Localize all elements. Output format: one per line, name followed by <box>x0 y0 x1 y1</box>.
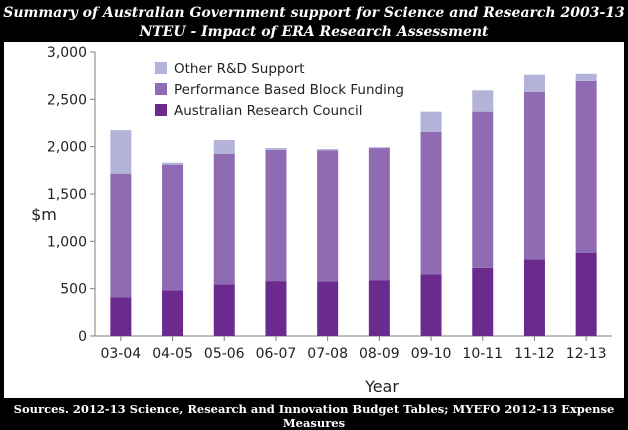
bar-segment <box>523 91 545 260</box>
x-tick-label: 06-07 <box>256 346 297 362</box>
x-tick-label: 04-05 <box>152 346 193 362</box>
bar-segment <box>317 150 339 282</box>
x-tick-label: 09-10 <box>411 346 452 362</box>
chart-title: Summary of Australian Government support… <box>3 5 625 21</box>
stacked-bar-chart: 0 500 1,000 1,500 2,000 2,500 3,000 03-04 04-05 0… <box>31 45 612 396</box>
bar-segment <box>265 149 287 282</box>
y-tick-label: 2,000 <box>47 140 87 156</box>
source-note: Sources. 2012-13 Science, Research and I… <box>13 402 615 430</box>
bar-segment <box>317 281 339 336</box>
x-tick-label: 12-13 <box>566 346 607 362</box>
legend-label: Performance Based Block Funding <box>174 82 404 98</box>
bar-segment <box>368 280 390 336</box>
y-tick-label: 500 <box>60 282 87 298</box>
legend-swatch <box>155 62 167 74</box>
y-tick-label: 2,500 <box>47 92 87 108</box>
bar-segment <box>110 130 132 174</box>
legend-label: Australian Research Council <box>174 103 363 119</box>
x-tick-label: 08-09 <box>359 346 400 362</box>
bar-segment <box>575 252 597 336</box>
bar-segment <box>368 148 390 281</box>
chart-subtitle: NTEU - Impact of ERA Research Assessment <box>139 24 489 40</box>
bar-segment <box>265 148 287 150</box>
x-tick-label: 05-06 <box>204 346 245 362</box>
x-tick-label: 07-08 <box>307 346 348 362</box>
x-tick-label: 11-12 <box>514 346 555 362</box>
y-tick-label: 0 <box>78 329 87 345</box>
bar-segment <box>420 111 442 132</box>
bar-segment <box>213 140 235 154</box>
bar-segment <box>472 267 494 336</box>
bar-segment <box>110 297 132 336</box>
bar-segment <box>420 274 442 336</box>
y-tick-label: 3,000 <box>47 45 87 61</box>
x-tick-label: 03-04 <box>101 346 142 362</box>
y-axis-label: $m <box>31 205 57 224</box>
bar-segment <box>420 131 442 275</box>
bar-segment <box>317 149 339 151</box>
x-axis-label: Year <box>364 377 399 396</box>
x-tick-label: 10-11 <box>462 346 503 362</box>
legend-label: Other R&D Support <box>174 61 305 77</box>
bar-segment <box>523 259 545 336</box>
legend-swatch <box>155 83 167 95</box>
bar-segment <box>162 162 184 165</box>
y-tick-label: 1,500 <box>47 187 87 203</box>
bar-segment <box>162 290 184 336</box>
bar-segment <box>472 111 494 268</box>
bar-segment <box>523 74 545 92</box>
chart-frame: Summary of Australian Government support… <box>3 5 625 430</box>
bar-segment <box>368 147 390 149</box>
y-tick-label: 1,000 <box>47 234 87 250</box>
bar-segment <box>265 281 287 336</box>
bar-segment <box>575 80 597 253</box>
bar-segment <box>162 164 184 291</box>
bar-segment <box>213 284 235 336</box>
bar-segment <box>575 73 597 81</box>
bar-segment <box>472 90 494 112</box>
bar-segment <box>110 173 132 298</box>
legend-swatch <box>155 104 167 116</box>
plot-panel: 0 500 1,000 1,500 2,000 2,500 3,000 03-04 04-05 0… <box>4 42 624 398</box>
bar-segment <box>213 153 235 285</box>
